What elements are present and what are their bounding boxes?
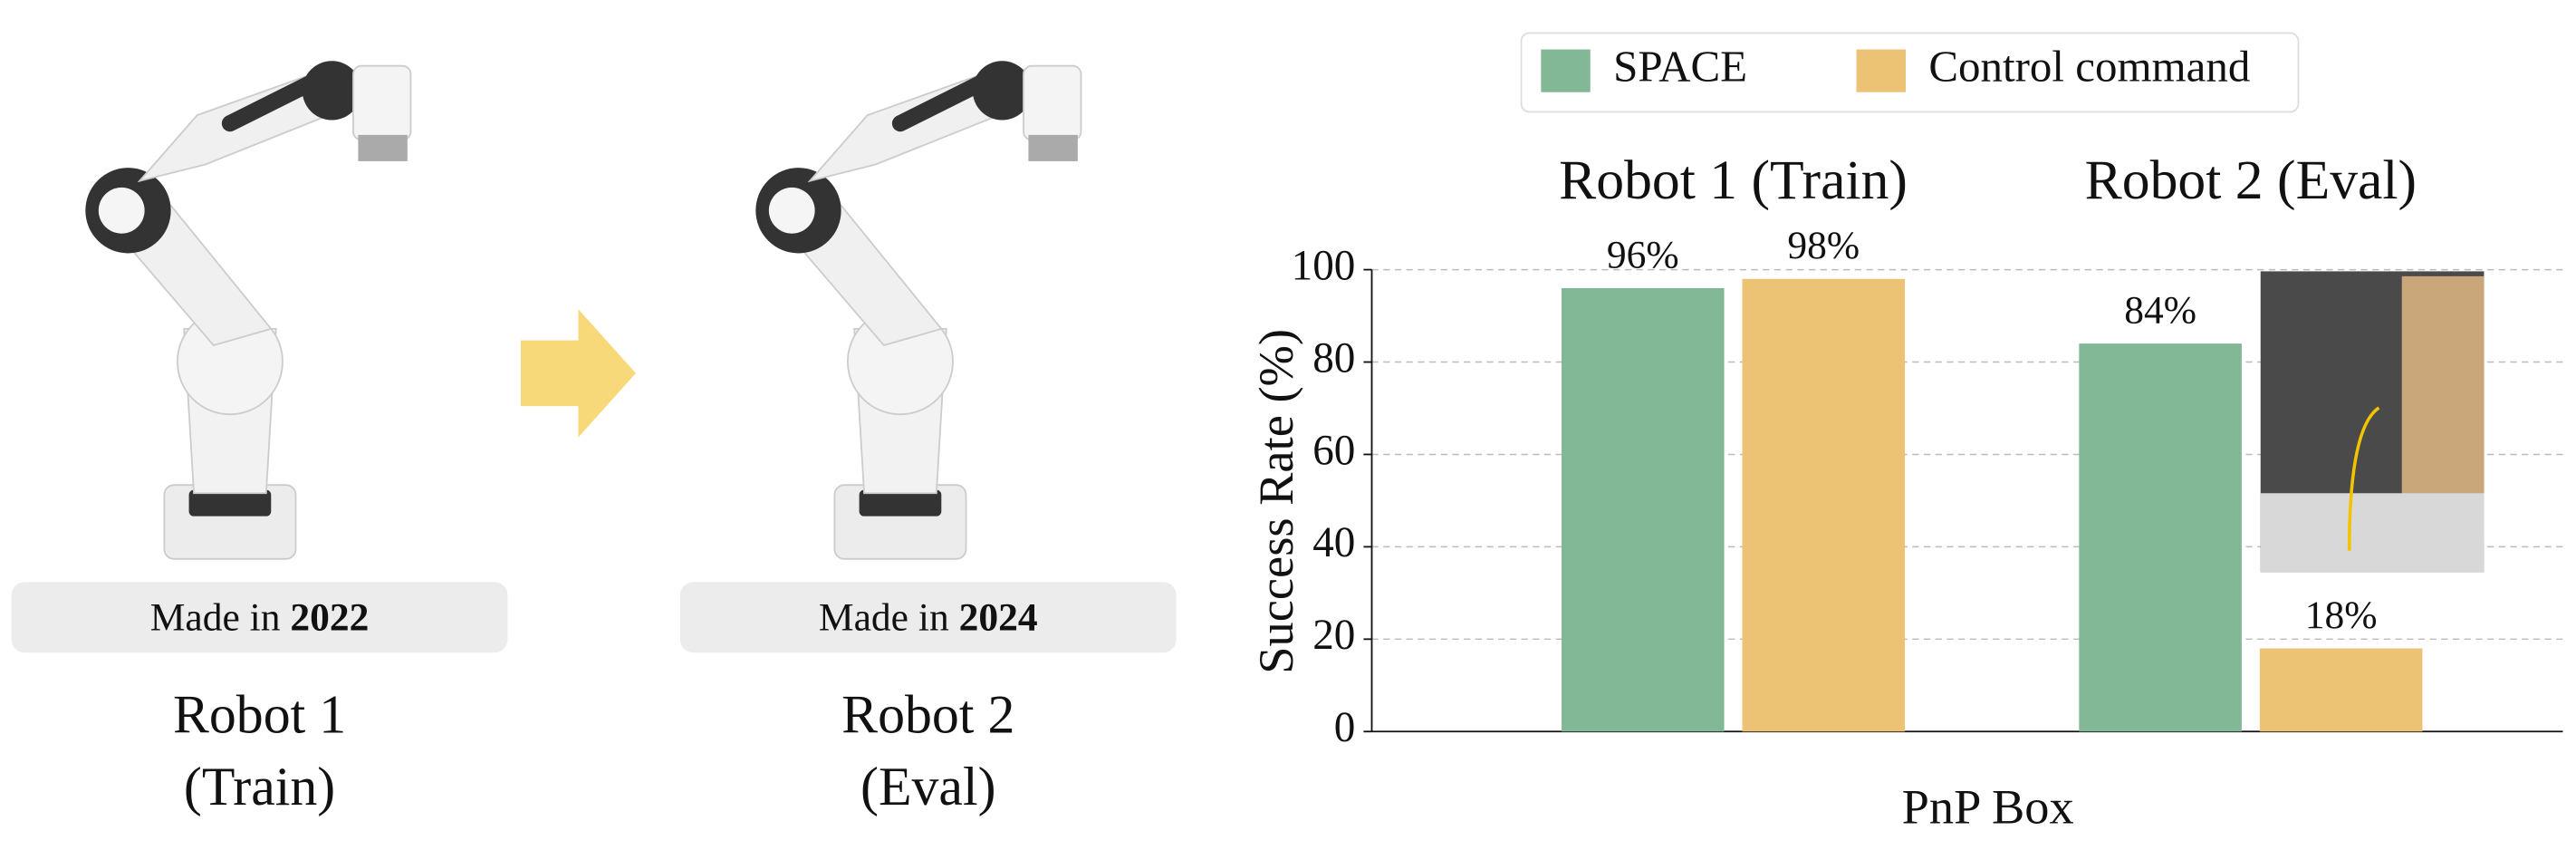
value-label: 98% (1787, 224, 1860, 267)
value-label: 18% (2305, 594, 2378, 637)
bar (2259, 648, 2423, 732)
y-tick-label: 20 (1312, 612, 1355, 659)
legend-swatch (1541, 49, 1591, 92)
badge-year: 2022 (290, 596, 369, 640)
robot-role: (Train) (184, 757, 335, 816)
bar (1561, 287, 1725, 732)
badge (679, 582, 1177, 653)
robot-image (85, 61, 410, 559)
group-title: Robot 2 (Eval) (2085, 150, 2417, 211)
badge (11, 582, 508, 653)
y-tick-label: 40 (1312, 519, 1355, 566)
legend-swatch (1856, 49, 1906, 92)
y-tick-label: 60 (1312, 427, 1355, 474)
group-title: Robot 1 (Train) (1559, 150, 1908, 211)
badge-year: 2024 (959, 596, 1038, 640)
legend-label: SPACE (1613, 41, 1747, 91)
chart: Success Rate (%) PnP Box 0 20 40 60 80 100 Rob… (1249, 32, 2563, 835)
arrow (520, 309, 636, 438)
x-axis-label: PnP Box (1902, 780, 2074, 835)
y-tick-label: 100 (1292, 242, 1356, 289)
inset-floor (2260, 493, 2485, 573)
robot-image (755, 61, 1081, 559)
robot-name: Robot 1 (173, 684, 346, 744)
badge-prefix: Made in (819, 596, 949, 640)
bar (2079, 343, 2242, 732)
badge-text: Made in 2024 (819, 596, 1038, 640)
y-tick-label: 80 (1312, 334, 1355, 382)
value-label: 96% (1607, 233, 1679, 276)
legend-label: Control command (1928, 41, 2250, 91)
robot-role: (Eval) (860, 757, 996, 816)
value-label: 84% (2124, 288, 2196, 332)
badge-prefix: Made in (150, 596, 281, 640)
inset-trajectory (2347, 406, 2380, 551)
bar (1742, 278, 1906, 732)
legend-box (1520, 32, 2300, 113)
y-tick-label: 0 (1334, 704, 1356, 751)
badge-text: Made in 2022 (150, 596, 370, 640)
y-axis-label: Success Rate (%) (1249, 329, 1303, 674)
robot-name: Robot 2 (841, 684, 1014, 744)
